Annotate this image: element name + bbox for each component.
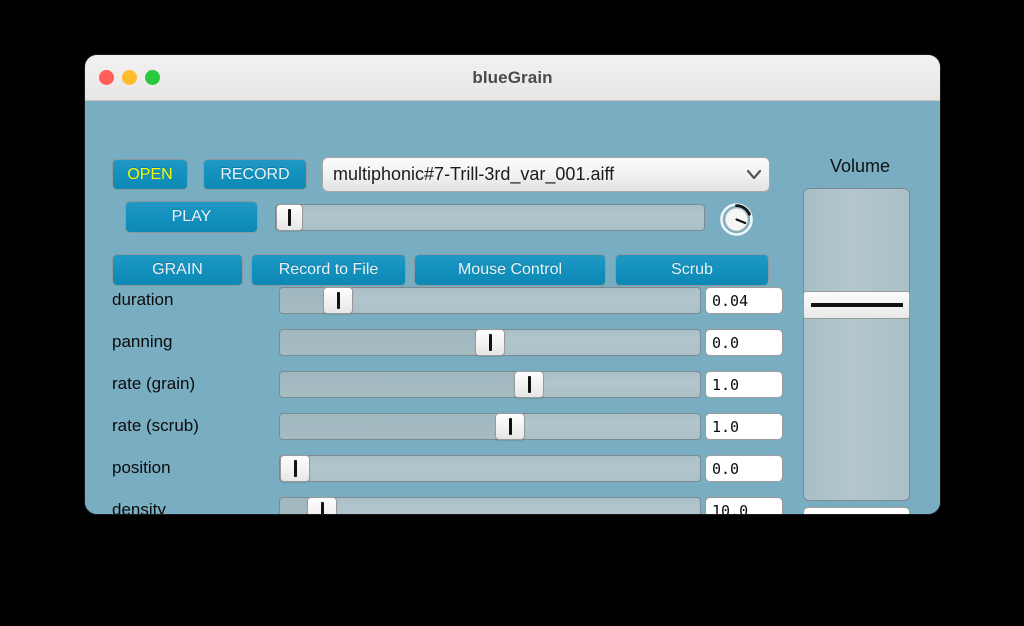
param-slider[interactable] [279,371,701,398]
title-bar: blueGrain [85,55,940,101]
slider-fill [280,330,475,355]
param-label: density [112,500,166,514]
param-label: duration [112,290,174,309]
param-slider[interactable] [279,497,701,514]
slider-handle-icon[interactable] [514,371,544,398]
param-slider[interactable] [279,329,701,356]
play-button[interactable]: PLAY [125,201,258,233]
gain-knob[interactable] [720,203,753,236]
minimize-button[interactable] [122,70,137,85]
mouse-control-button[interactable]: Mouse Control [414,254,606,286]
chevron-down-icon [739,158,769,191]
param-slider[interactable] [279,413,701,440]
record-button[interactable]: RECORD [203,159,307,190]
slider-handle-icon[interactable] [280,455,310,482]
volume-fader-handle[interactable] [803,291,910,319]
param-value-field[interactable]: 10.0 [705,497,783,514]
slider-fill [280,372,514,397]
volume-fader[interactable] [803,188,910,501]
param-value-field[interactable]: 0.0 [705,329,783,356]
slider-fill [280,288,323,313]
param-value-field[interactable]: 1.0 [705,371,783,398]
playback-position-slider[interactable] [275,204,705,231]
param-slider[interactable] [279,287,701,314]
slider-fill [280,498,307,514]
param-slider[interactable] [279,455,701,482]
main-panel: OPEN RECORD multiphonic#7-Trill-3rd_var_… [85,101,940,514]
param-label: rate (scrub) [112,416,199,435]
open-button[interactable]: OPEN [112,159,188,190]
param-label: rate (grain) [112,374,196,393]
maximize-button[interactable] [145,70,160,85]
file-select-dropdown[interactable]: multiphonic#7-Trill-3rd_var_001.aiff [322,157,770,192]
slider-handle-icon[interactable] [495,413,525,440]
param-value-field[interactable]: 1.0 [705,413,783,440]
param-label: position [112,458,171,477]
slider-fill [280,414,495,439]
grain-button[interactable]: GRAIN [112,254,243,286]
param-value-field[interactable]: 0.04 [705,287,783,314]
window-controls [99,70,160,85]
param-label: panning [112,332,173,351]
close-button[interactable] [99,70,114,85]
slider-handle-icon[interactable] [307,497,337,514]
record-to-file-button[interactable]: Record to File [251,254,406,286]
slider-handle-icon[interactable] [276,204,303,231]
window-title: blueGrain [472,68,553,87]
scrub-button[interactable]: Scrub [615,254,769,286]
volume-label: Volume [829,156,891,176]
file-name-label: multiphonic#7-Trill-3rd_var_001.aiff [333,164,615,184]
slider-handle-icon[interactable] [323,287,353,314]
volume-db-value[interactable]: +0.0 dB [803,507,910,514]
param-value-field[interactable]: 0.0 [705,455,783,482]
app-window: blueGrain OPEN RECORD multiphonic#7-Tril… [85,55,940,514]
slider-handle-icon[interactable] [475,329,505,356]
